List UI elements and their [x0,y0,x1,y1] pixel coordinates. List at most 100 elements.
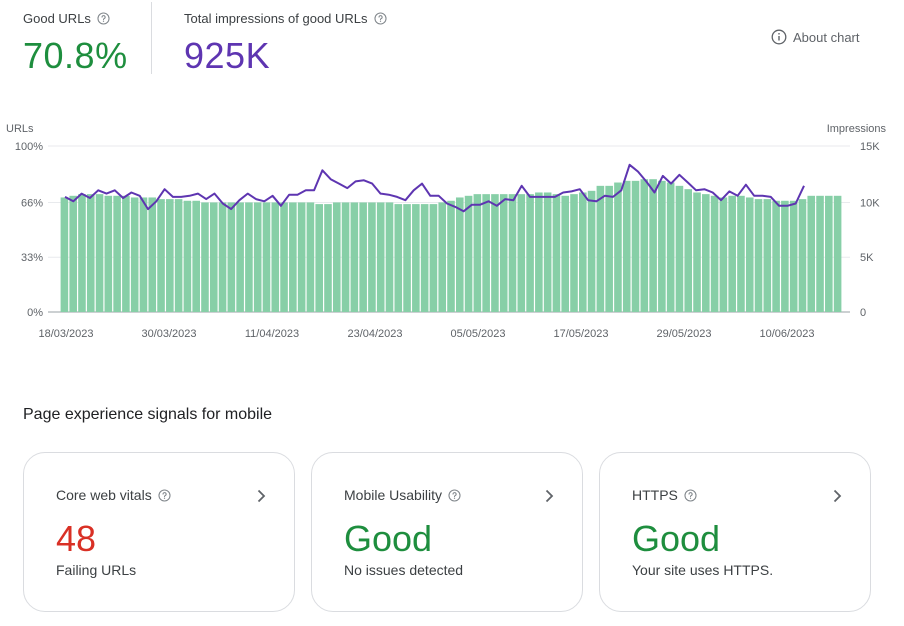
chart-bar[interactable] [227,202,236,312]
chart-bar[interactable] [605,185,613,312]
chart-bar[interactable] [772,200,780,312]
chart-bar[interactable] [464,195,473,312]
chart-bar[interactable] [640,179,649,312]
chart-bar[interactable] [666,182,675,312]
chart-bar[interactable] [236,202,244,312]
chart-bar[interactable] [412,204,420,312]
core-web-vitals-card[interactable]: Core web vitals 48 Failing URLs [23,452,295,612]
chart-bar[interactable] [702,194,710,312]
chart-bar[interactable] [728,195,736,312]
help-icon[interactable] [684,488,697,502]
chart-bar[interactable] [174,199,183,312]
chart-bar[interactable] [122,195,130,312]
chart-bar[interactable] [245,202,253,312]
chevron-right-icon[interactable] [832,489,842,503]
help-icon[interactable] [373,11,387,25]
chart-bar[interactable] [447,200,455,312]
chart-bar[interactable] [289,202,297,312]
chart-bar[interactable] [192,200,200,312]
chart-bar[interactable] [675,185,684,312]
impressions-metric[interactable]: Total impressions of good URLs 925K [184,10,387,76]
good-urls-metric[interactable]: Good URLs 70.8% [23,10,128,76]
chart-bar[interactable] [561,195,570,312]
help-icon[interactable] [97,11,110,25]
chevron-right-icon[interactable] [256,489,266,503]
chart-bar[interactable] [649,179,657,312]
chart-bar[interactable] [622,180,631,312]
chart-bar[interactable] [587,190,596,312]
chart-bar[interactable] [350,202,359,312]
chart-bar[interactable] [420,204,429,312]
mobile-usability-card[interactable]: Mobile Usability Good No issues detected [311,452,583,612]
chart-bar[interactable] [95,194,104,312]
chart-bar[interactable] [376,202,385,312]
chart-bar[interactable] [306,202,315,312]
chart-bar[interactable] [148,197,157,312]
chart-bar[interactable] [526,194,534,312]
https-card[interactable]: HTTPS Good Your site uses HTTPS. [599,452,871,612]
chart-bar[interactable] [262,202,271,312]
chart-bar[interactable] [368,202,376,312]
chart-bar[interactable] [166,199,174,312]
chart-bar[interactable] [394,204,403,312]
chart-bar[interactable] [693,192,701,312]
chart-bar[interactable] [658,180,666,312]
chart-bar[interactable] [332,202,341,312]
chart-bar[interactable] [719,197,728,312]
chart-bar[interactable] [552,194,561,312]
chart-bar[interactable] [86,194,95,312]
chart-bar[interactable] [754,199,763,312]
chart-bar[interactable] [684,189,693,312]
help-icon[interactable] [158,488,171,502]
chart-bar[interactable] [737,195,745,312]
chart-bar[interactable] [482,194,490,312]
chart-bar[interactable] [535,192,543,312]
chart-bar[interactable] [543,192,552,312]
chart-bar[interactable] [429,204,438,312]
chart-bar[interactable] [825,195,833,312]
chart-bar[interactable] [183,200,192,312]
help-icon[interactable] [448,488,461,502]
chart-bar[interactable] [271,202,280,312]
chart-bar[interactable] [579,192,587,312]
chart-bar[interactable] [763,199,772,312]
chart-bar[interactable] [631,180,640,312]
chart-bar[interactable] [491,194,499,312]
about-chart-button[interactable]: About chart [771,29,860,45]
chart-bar[interactable] [517,194,526,312]
chart-bar[interactable] [60,197,69,312]
chart-bar[interactable] [280,202,288,312]
chart-bar[interactable] [816,195,824,312]
chart-bar[interactable] [341,202,350,312]
chart-bar[interactable] [359,202,367,312]
chart-bar[interactable] [324,204,332,312]
chart-bar[interactable] [385,202,394,312]
chart-bar[interactable] [455,197,464,312]
chart-bar[interactable] [78,194,86,312]
chart-bar[interactable] [104,195,113,312]
chart-bar[interactable] [113,195,121,312]
chart-bar[interactable] [201,202,209,312]
chart-bar[interactable] [499,194,508,312]
chart-bar[interactable] [596,185,605,312]
chart-bar[interactable] [315,204,323,312]
chart-bar[interactable] [473,194,482,312]
chevron-right-icon[interactable] [544,489,554,503]
chart-bar[interactable] [157,199,165,312]
chart-bar[interactable] [438,202,447,312]
chart-bar[interactable] [508,194,517,312]
chart-bar[interactable] [710,195,719,312]
chart-bar[interactable] [807,195,816,312]
chart-bar[interactable] [218,202,227,312]
chart-bar[interactable] [833,195,842,312]
chart-bar[interactable] [253,202,262,312]
chart-bar[interactable] [209,202,218,312]
chart-bar[interactable] [789,200,798,312]
chart-bar[interactable] [614,182,622,312]
chart-bar[interactable] [798,199,807,312]
chart-bar[interactable] [403,204,411,312]
chart-bar[interactable] [570,194,578,312]
chart-bar[interactable] [69,195,77,312]
chart-bar[interactable] [745,197,754,312]
chart-bar[interactable] [297,202,306,312]
